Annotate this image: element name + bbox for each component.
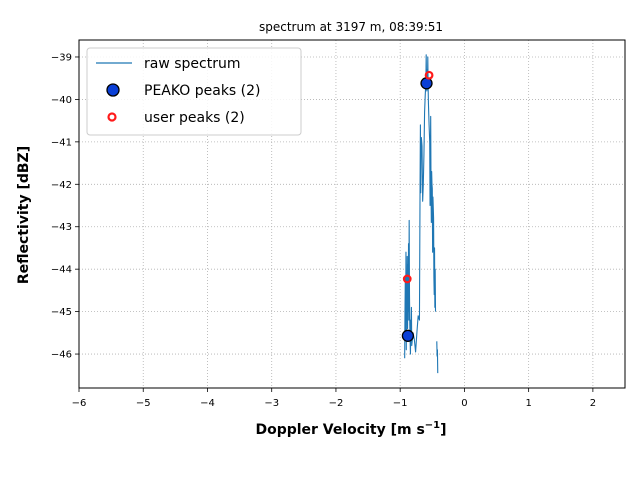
y-tick-label: −45 (51, 307, 72, 318)
x-axis-title-end: ] (440, 422, 446, 438)
user-peak-marker (424, 70, 434, 80)
legend-box (86, 47, 302, 136)
plot-frame (78, 39, 626, 389)
y-tick-label: −40 (51, 95, 72, 106)
y-tick-label: −46 (51, 350, 72, 361)
legend: raw spectrum PEAKO peaks (2) user peaks … (86, 47, 302, 136)
user-peak-marker (402, 274, 412, 284)
chart-title: spectrum at 3197 m, 08:39:51 (259, 20, 443, 34)
x-axis: −6 −5 −4 −3 −2 −1 0 1 2 (72, 388, 596, 409)
x-tick-label: 2 (590, 398, 596, 409)
spectrum-line-group (404, 54, 439, 374)
y-tick-label: −39 (51, 52, 72, 63)
x-axis-title: Doppler Velocity [m s−1] (255, 420, 446, 438)
y-tick-label: −41 (51, 137, 72, 148)
raw-spectrum-line (404, 54, 439, 374)
peako-peak-marker (420, 77, 433, 90)
y-tick-label: −44 (51, 265, 72, 276)
legend-user-marker (107, 112, 117, 122)
x-tick-label: −2 (329, 398, 344, 409)
y-tick-label: −42 (51, 180, 72, 191)
peak-markers (401, 70, 434, 342)
x-tick-label: 0 (461, 398, 467, 409)
legend-label-user-peaks: user peaks (2) (144, 110, 245, 126)
y-axis-title: Reflectivity [dBZ] (16, 146, 32, 284)
x-tick-label: −4 (200, 398, 215, 409)
y-tick-label: −43 (51, 222, 72, 233)
legend-peako-marker (106, 83, 120, 97)
x-tick-label: −3 (264, 398, 279, 409)
x-tick-label: −6 (72, 398, 87, 409)
peako-peak-marker (401, 329, 415, 342)
legend-label-peako-peaks: PEAKO peaks (2) (144, 83, 261, 99)
x-axis-title-main: Doppler Velocity [m s (255, 422, 424, 438)
y-axis: −39 −40 −41 −42 −43 −44 −45 −46 (51, 52, 79, 361)
x-tick-label: −5 (136, 398, 151, 409)
x-axis-title-exponent: −1 (425, 420, 440, 431)
legend-label-raw-spectrum: raw spectrum (144, 56, 240, 72)
x-tick-label: −1 (393, 398, 408, 409)
x-tick-label: 1 (525, 398, 531, 409)
